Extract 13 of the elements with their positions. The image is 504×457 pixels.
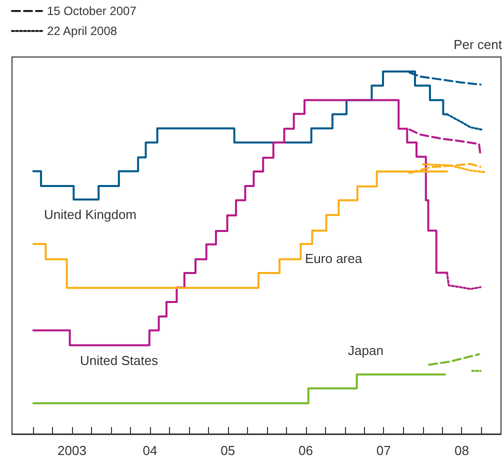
y-axis-title: Per cent — [454, 37, 502, 52]
x-tick-label: 06 — [298, 443, 314, 457]
series-label: Euro area — [305, 251, 363, 266]
x-tick-label: 08 — [454, 443, 469, 457]
series-label: Japan — [348, 343, 384, 358]
series-label: United States — [80, 353, 159, 368]
series-label: United Kingdom — [44, 207, 136, 222]
legend-label: 22 April 2008 — [47, 24, 118, 38]
legend-label: 15 October 2007 — [47, 4, 137, 18]
x-tick-label: 05 — [220, 443, 236, 457]
x-tick-label: 04 — [142, 443, 158, 457]
x-tick-label: 07 — [376, 443, 391, 457]
x-tick-label: 2003 — [57, 443, 86, 457]
